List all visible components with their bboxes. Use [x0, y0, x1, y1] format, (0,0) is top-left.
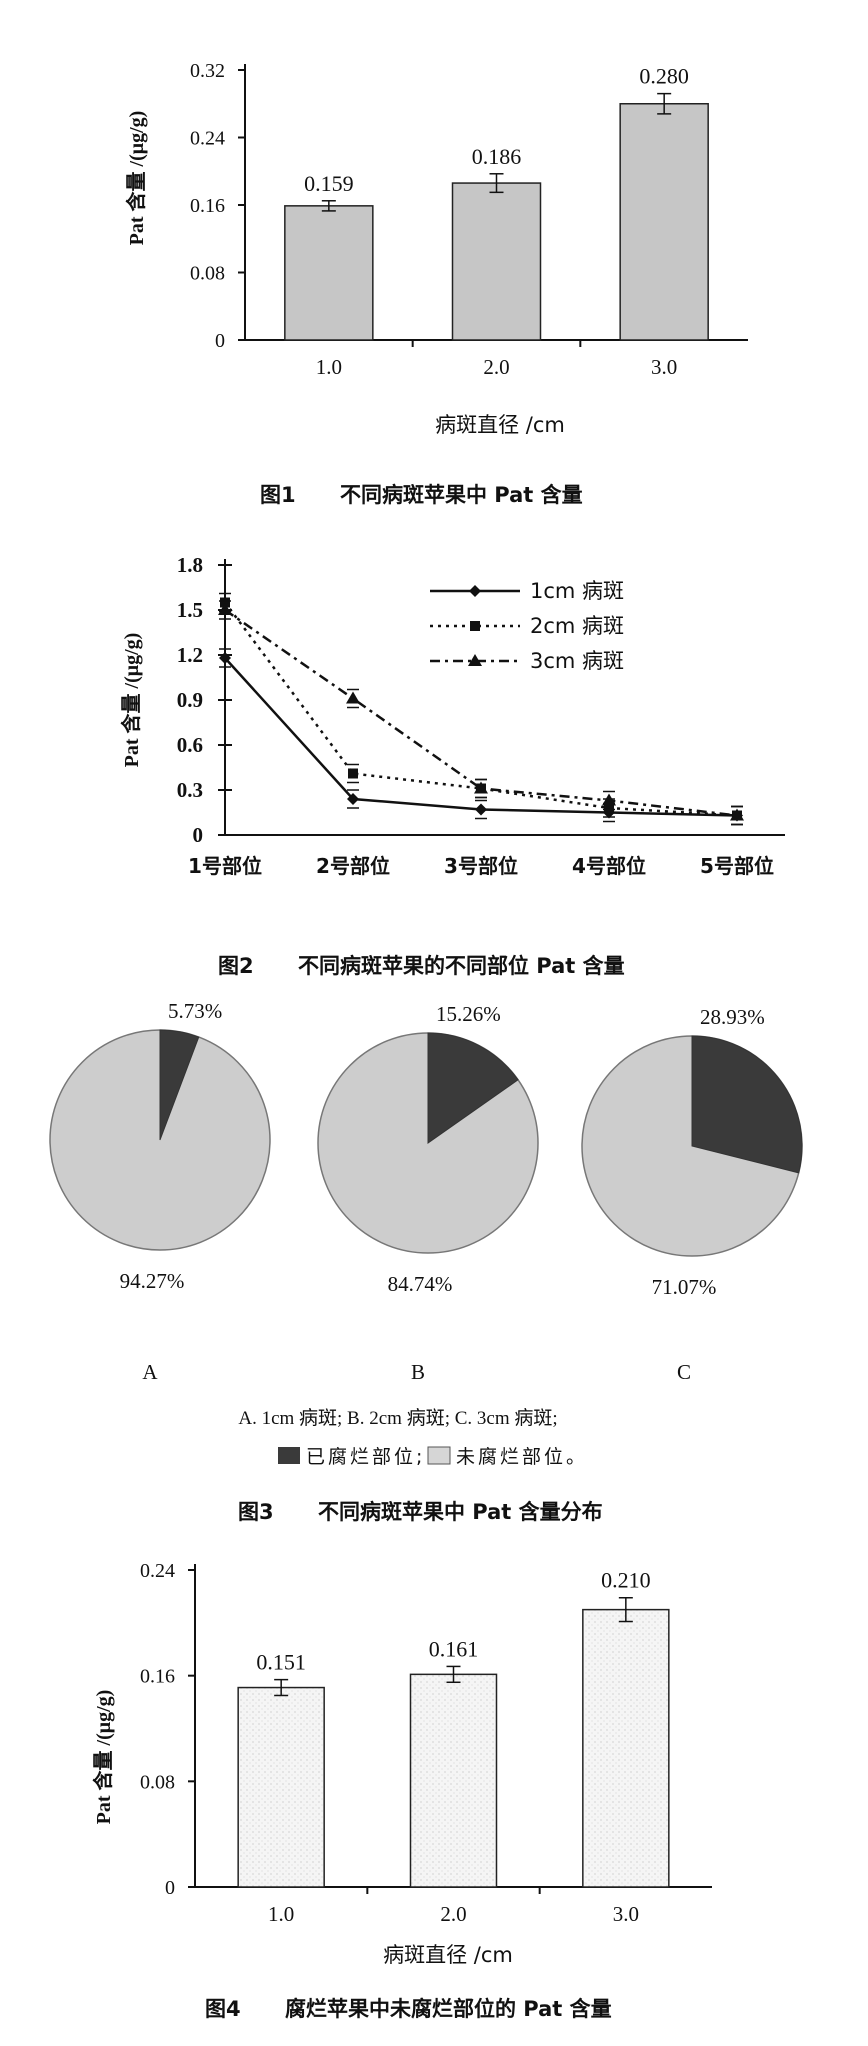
y-tick-label: 1.8: [177, 553, 203, 577]
point-marker: [469, 585, 481, 597]
y-tick-label: 0: [193, 823, 204, 847]
fig3-caption-text: 不同病斑苹果中 Pat 含量分布: [318, 1500, 603, 1524]
x-tick-label: 3.0: [613, 1902, 639, 1926]
pie-letter-label: A: [142, 1360, 158, 1384]
legend-rotten-swatch: [278, 1447, 300, 1464]
x-tick-label: 1号部位: [188, 854, 262, 878]
fig4-caption-number: 图4: [205, 1997, 241, 2021]
fig1-xlabel: 病斑直径 /cm: [435, 413, 565, 437]
series-line: [224, 608, 738, 817]
figure-4-bar-chart: Pat 含量 /(μg/g) 病斑直径 /cm 图4 腐烂苹果中未腐烂部位的 P…: [91, 1560, 712, 2021]
pie-letter-label: C: [677, 1360, 691, 1384]
pie-unrotten-label: 71.07%: [652, 1275, 717, 1299]
bar: [237, 1686, 325, 1888]
legend-unrotten-label: 未腐烂部位。: [456, 1446, 588, 1468]
data-label: 0.186: [472, 144, 522, 169]
x-tick-label: 1.0: [316, 355, 342, 379]
legend-label: 2cm 病斑: [530, 614, 624, 638]
y-tick-label: 0: [165, 1877, 175, 1899]
fig3-caption-number: 图3: [238, 1500, 274, 1524]
y-tick-label: 0.08: [190, 263, 225, 285]
fig2-caption-text: 不同病斑苹果的不同部位 Pat 含量: [298, 954, 625, 978]
y-tick-label: 0: [215, 330, 225, 352]
y-tick-label: 0.08: [140, 1771, 175, 1793]
bar: [409, 1673, 498, 1888]
pie-unrotten-label: 94.27%: [120, 1269, 185, 1293]
pie-rotten-label: 15.26%: [436, 1002, 501, 1026]
point-marker: [730, 808, 744, 821]
data-label: 0.210: [601, 1568, 651, 1593]
y-tick-label: 0.16: [140, 1666, 175, 1688]
pie-rotten-label: 5.73%: [168, 999, 222, 1023]
y-tick-label: 0.6: [177, 733, 203, 757]
point-marker: [218, 603, 232, 615]
figure-1-bar-chart: Pat 含量 /(μg/g) 病斑直径 /cm 图1 不同病斑苹果中 Pat 含…: [124, 60, 748, 507]
fig4-caption-text: 腐烂苹果中未腐烂部位的 Pat 含量: [285, 1997, 612, 2021]
legend-label: 3cm 病斑: [530, 649, 624, 673]
legend-rotten-label: 已腐烂部位;: [306, 1446, 425, 1468]
y-tick-label: 0.24: [190, 128, 225, 150]
series-line: [223, 601, 738, 817]
pie-slice-rotten: [159, 1029, 200, 1141]
legend-label: 1cm 病斑: [530, 579, 624, 603]
x-tick-label: 5号部位: [700, 854, 774, 878]
bar: [582, 1608, 670, 1888]
x-tick-label: 3.0: [651, 355, 677, 379]
fig1-caption-text: 不同病斑苹果中 Pat 含量: [340, 483, 583, 507]
data-label: 0.151: [256, 1650, 306, 1675]
y-tick-label: 1.2: [177, 643, 203, 667]
fig2-caption-number: 图2: [218, 954, 254, 978]
bar: [284, 205, 374, 341]
fig1-caption-number: 图1: [260, 483, 296, 507]
x-tick-label: 3号部位: [444, 854, 518, 878]
x-tick-label: 1.0: [268, 1902, 294, 1926]
point-marker: [220, 597, 230, 608]
x-tick-label: 2号部位: [316, 854, 390, 878]
y-tick-label: 0.24: [140, 1560, 175, 1582]
y-tick-label: 0.3: [177, 778, 203, 802]
point-marker: [475, 803, 487, 816]
legend-unrotten-swatch: [427, 1446, 451, 1465]
y-tick-label: 1.5: [177, 598, 203, 622]
data-label: 0.161: [429, 1636, 479, 1661]
pie-rotten-label: 28.93%: [700, 1005, 765, 1029]
point-marker: [602, 793, 616, 806]
point-marker: [474, 781, 488, 794]
point-marker: [348, 768, 358, 779]
pie-slice-rotten: [427, 1032, 519, 1144]
x-tick-label: 2.0: [483, 355, 509, 379]
figure-3-pie-charts: A. 1cm 病斑; B. 2cm 病斑; C. 3cm 病斑; 已腐烂部位; …: [49, 999, 803, 1524]
fig2-ylabel: Pat 含量 /(μg/g): [119, 633, 143, 768]
pie-letter-label: B: [411, 1360, 425, 1384]
y-tick-label: 0.32: [190, 60, 225, 82]
fig4-xlabel: 病斑直径 /cm: [383, 1943, 513, 1967]
figure-2-line-chart: Pat 含量 /(μg/g) 图2 不同病斑苹果的不同部位 Pat 含量 0 0.…: [119, 553, 785, 978]
pie-unrotten-label: 84.74%: [388, 1272, 453, 1296]
point-marker: [347, 793, 359, 805]
point-marker: [470, 621, 480, 631]
point-marker: [219, 652, 231, 664]
y-tick-label: 0.9: [177, 688, 203, 712]
data-label: 0.159: [304, 171, 354, 196]
bar: [451, 182, 542, 341]
point-marker: [604, 803, 614, 813]
fig3-note-line: A. 1cm 病斑; B. 2cm 病斑; C. 3cm 病斑;: [238, 1407, 557, 1429]
data-label: 0.280: [639, 64, 689, 89]
bar: [619, 103, 709, 341]
pie-slice-rotten: [691, 1035, 803, 1174]
point-marker: [346, 691, 360, 704]
point-marker: [468, 654, 482, 666]
fig1-ylabel: Pat 含量 /(μg/g): [124, 111, 148, 246]
x-tick-label: 2.0: [440, 1902, 466, 1926]
y-tick-label: 0.16: [190, 195, 225, 217]
fig4-ylabel: Pat 含量 /(μg/g): [91, 1690, 115, 1825]
x-tick-label: 4号部位: [572, 854, 646, 878]
